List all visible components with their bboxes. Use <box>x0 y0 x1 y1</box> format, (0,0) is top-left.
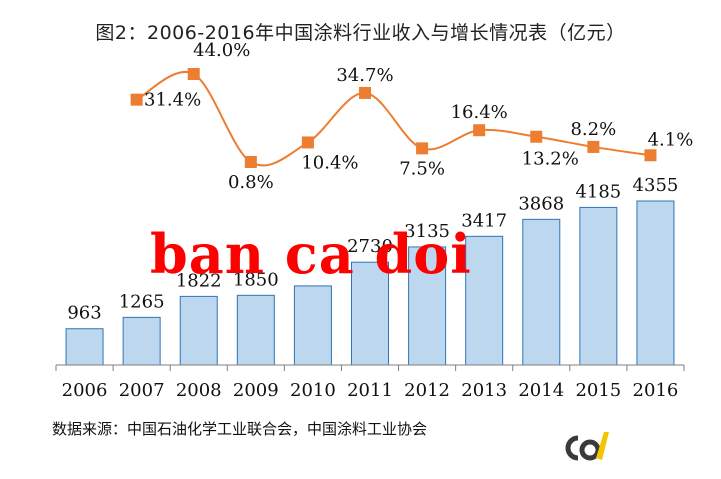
bar-2014 <box>522 218 561 366</box>
growth-label-2008: 44.0% <box>193 40 250 61</box>
growth-marker-2012 <box>416 142 429 155</box>
bar-2016 <box>636 200 675 366</box>
x-tick-label-2012: 2012 <box>404 380 450 401</box>
x-tick-label-2010: 2010 <box>290 380 336 401</box>
growth-marker-2014 <box>530 130 543 143</box>
ca-logo-icon <box>565 432 609 461</box>
bar-2006 <box>65 328 104 366</box>
bar-2009 <box>236 294 275 366</box>
x-tick-label-2013: 2013 <box>461 380 507 401</box>
growth-marker-2015 <box>587 140 600 153</box>
growth-label-2013: 16.4% <box>451 102 508 123</box>
bar-2010 <box>293 285 332 366</box>
growth-marker-2016 <box>644 149 657 162</box>
growth-label-2007: 31.4% <box>144 90 201 111</box>
bar-2007 <box>122 316 161 366</box>
x-tick-label-2015: 2015 <box>575 380 621 401</box>
growth-line <box>136 71 651 167</box>
growth-marker-2010 <box>301 136 314 149</box>
x-tick-label-2009: 2009 <box>233 380 279 401</box>
chart-title: 图2：2006-2016年中国涂料行业收入与增长情况表（亿元） <box>95 22 626 44</box>
bar-label-2011: 2730 <box>347 236 393 257</box>
bar-2008 <box>179 295 218 366</box>
growth-label-2009: 0.8% <box>228 172 274 193</box>
growth-label-2012: 7.5% <box>399 158 445 179</box>
growth-marker-2009 <box>244 156 257 168</box>
x-tick-label-2011: 2011 <box>347 380 393 401</box>
source-note: 数据来源：中国石油化学工业联合会，中国涂料工业协会 <box>52 420 428 438</box>
growth-marker-2008 <box>187 68 200 80</box>
bar-label-2006: 963 <box>67 303 101 324</box>
bar-label-2016: 4355 <box>633 175 679 196</box>
x-tick-label-2016: 2016 <box>633 380 679 401</box>
bar-2013 <box>465 235 504 366</box>
growth-label-2011: 34.7% <box>336 65 393 86</box>
bar-label-2009: 1850 <box>233 269 279 290</box>
bar-label-2007: 1265 <box>119 291 165 312</box>
bar-label-2015: 4185 <box>575 181 621 202</box>
bar-label-2012: 3135 <box>404 221 450 242</box>
x-tick-label-2014: 2014 <box>518 380 564 401</box>
bar-label-2013: 3417 <box>461 210 507 231</box>
x-tick-label-2008: 2008 <box>176 380 222 401</box>
watermark-text: ban ca doi <box>150 222 472 286</box>
growth-marker-2013 <box>473 124 486 137</box>
growth-label-2015: 8.2% <box>570 119 616 140</box>
growth-marker-2007 <box>130 93 143 106</box>
bar-label-2014: 3868 <box>518 193 564 214</box>
bar-2011 <box>351 261 389 366</box>
growth-marker-2011 <box>359 86 371 99</box>
growth-label-2016: 4.1% <box>648 129 694 150</box>
bar-2015 <box>579 206 618 366</box>
growth-label-2014: 13.2% <box>522 149 579 170</box>
x-tick-label-2007: 2007 <box>119 380 165 401</box>
bar-label-2008: 1822 <box>176 270 222 291</box>
growth-label-2010: 10.4% <box>301 152 358 173</box>
x-tick-label-2006: 2006 <box>62 380 108 401</box>
